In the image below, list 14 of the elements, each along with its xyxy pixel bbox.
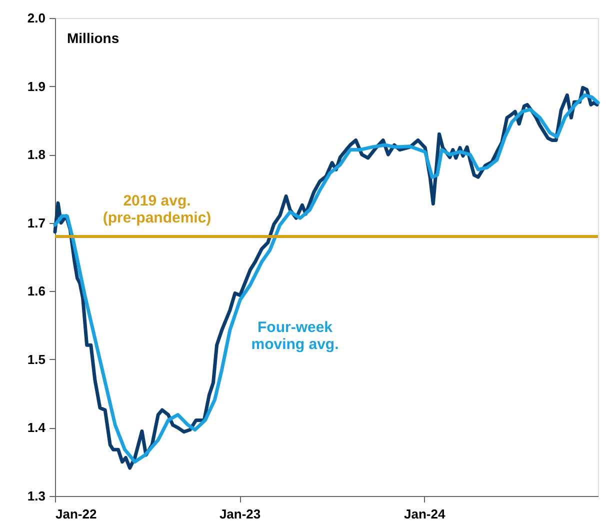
x-tick-label: Jan-23 (219, 506, 261, 522)
x-tick-label: Jan-22 (56, 506, 97, 522)
y-tick-label: 1.8 (27, 147, 46, 162)
y-tick-label: 2.0 (27, 10, 46, 26)
y-axis-title: Millions (67, 30, 120, 46)
x-tick-label: Jan-24 (404, 506, 446, 522)
y-tick-label: 1.9 (27, 78, 46, 94)
y-tick-label: 1.3 (27, 488, 46, 504)
y-tick-label: 1.4 (27, 420, 46, 436)
y-tick-label: 1.6 (27, 284, 46, 299)
ref-line-label: 2019 avg. (pre-pandemic) (102, 192, 212, 227)
series-label: Four-week moving avg. (251, 319, 339, 353)
y-tick-label: 1.7 (27, 215, 46, 230)
y-tick-label: 1.5 (27, 352, 46, 367)
